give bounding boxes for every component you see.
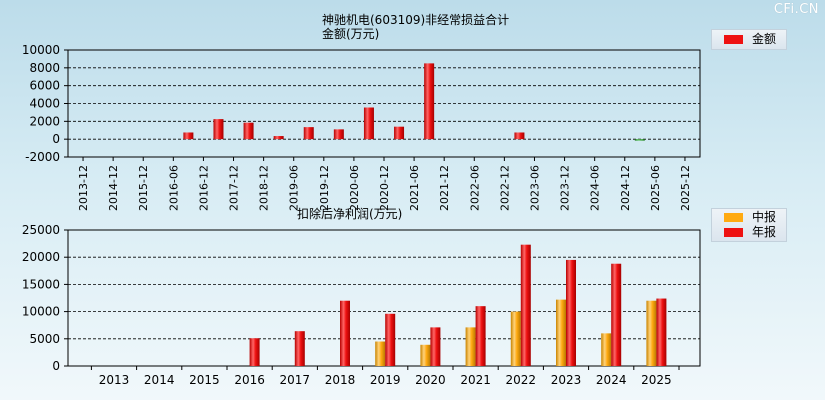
chart2-bar-interim <box>420 344 431 366</box>
chart2-xtick-label: 2015 <box>189 373 220 387</box>
chart2-bar-annual <box>656 298 667 366</box>
chart1-xtick-label: 2025-12 <box>679 165 692 211</box>
chart1-xtick-label: 2016-12 <box>197 165 210 211</box>
chart1-xtick-label: 2019-12 <box>318 165 331 211</box>
legend-label-interim: 中报 <box>752 210 777 224</box>
chart1-xtick-label: 2022-06 <box>468 165 481 211</box>
chart1-ytick-label: 8000 <box>29 61 60 75</box>
chart1-subtitle: 金额(万元) <box>322 27 380 41</box>
chart1-bar <box>333 129 344 140</box>
chart2-bar-annual <box>340 300 350 366</box>
chart2-bar-annual <box>566 259 576 366</box>
legend-item-amount: 金额 <box>712 32 786 47</box>
chart1-xtick-label: 2022-12 <box>498 165 511 211</box>
chart1-bar <box>183 132 194 140</box>
chart1-xtick-label: 2025-06 <box>649 165 662 211</box>
chart1-xtick-label: 2023-06 <box>528 165 541 211</box>
legend-label-annual: 年报 <box>752 225 777 239</box>
chart2-bar-annual <box>430 327 441 366</box>
chart2-title: 扣除后净利润(万元) <box>297 207 403 221</box>
chart2-bar-annual <box>294 331 305 366</box>
legend-item-interim: 中报 <box>712 210 786 225</box>
chart1-bar <box>213 119 224 140</box>
chart2-xtick-label: 2022 <box>506 373 537 387</box>
chart1-ytick-label: -2000 <box>25 150 60 164</box>
chart2-xtick-label: 2021 <box>460 373 491 387</box>
chart2-bar-annual <box>475 306 486 366</box>
chart2-bar-interim <box>601 333 612 366</box>
chart1-xtick-label: 2018-12 <box>258 165 271 211</box>
chart1-bar <box>634 139 645 141</box>
chart2-plot: 0 5000 10000 15000 20000 25000 2013 2014 2015 201… <box>22 223 701 387</box>
chart2-bar-annual <box>385 313 396 366</box>
chart1-xtick-label: 2021-12 <box>438 165 451 211</box>
chart2-bar-annual <box>249 338 260 366</box>
chart2-xtick-label: 2014 <box>144 373 175 387</box>
legend-swatch-red <box>724 35 743 44</box>
chart2-xtick-label: 2023 <box>551 373 582 387</box>
watermark: CFi.CN <box>773 2 819 17</box>
chart2-xtick-label: 2019 <box>370 373 401 387</box>
chart1-ytick-label: 0 <box>52 132 60 146</box>
chart1-legend: 金额 <box>711 29 787 50</box>
chart2-bar-interim <box>375 341 386 366</box>
legend-swatch-red-2 <box>724 228 743 237</box>
chart1-bar <box>273 136 284 140</box>
chart1-xtick-label: 2013-12 <box>77 165 90 211</box>
chart1-bar <box>514 132 525 140</box>
chart2-legend: 中报 年报 <box>711 208 787 242</box>
chart1-bar <box>363 107 374 140</box>
chart1-bar <box>243 122 254 140</box>
chart2-xtick-label: 2016 <box>234 373 265 387</box>
chart2-xtick-label: 2025 <box>641 373 672 387</box>
chart2-bar-interim <box>646 300 657 366</box>
chart1-ytick-label: 10000 <box>22 43 60 57</box>
chart1-bar <box>424 63 435 140</box>
chart1-xtick-label: 2020-06 <box>348 165 361 211</box>
chart1-ytick-label: 4000 <box>29 97 60 111</box>
chart1-xtick-label: 2015-12 <box>137 165 150 211</box>
chart2-ytick-label: 5000 <box>29 332 60 346</box>
chart1-xtick-label: 2023-12 <box>559 165 572 211</box>
chart1-bar <box>394 126 405 140</box>
legend-swatch-orange <box>724 213 743 222</box>
chart2-xtick-label: 2024 <box>596 373 627 387</box>
chart2-ytick-label: 15000 <box>22 277 60 291</box>
chart2-ytick-label: 0 <box>52 359 60 373</box>
chart2-ytick-label: 20000 <box>22 250 60 264</box>
chart1-xtick-label: 2016-06 <box>167 165 180 211</box>
chart2-bar-annual <box>611 263 622 366</box>
chart2-ytick-label: 10000 <box>22 305 60 319</box>
chart1-xtick-label: 2024-06 <box>589 165 602 211</box>
chart1-plot: -2000 0 2000 4000 6000 8000 10000 2013-12 2014-1… <box>22 43 701 211</box>
chart1-xtick-label: 2021-06 <box>408 165 421 211</box>
legend-label-amount: 金额 <box>752 32 777 46</box>
chart2-xtick-label: 2013 <box>99 373 130 387</box>
chart1-xtick-label: 2017-12 <box>228 165 241 211</box>
chart1-xtick-label: 2014-12 <box>107 165 120 211</box>
chart2-bar-annual <box>520 244 531 366</box>
chart1-title: 神驰机电(603109)非经常损益合计 <box>322 13 510 27</box>
chart2-xtick-label: 2018 <box>325 373 356 387</box>
chart2-bar-interim <box>556 299 566 366</box>
chart2-bar-interim <box>465 327 476 366</box>
chart2-xtick-label: 2020 <box>415 373 446 387</box>
chart1-xtick-label: 2019-06 <box>288 165 301 211</box>
chart1-xtick-label: 2024-12 <box>619 165 632 211</box>
chart2-bar-interim <box>510 311 521 366</box>
chart1-ytick-label: 6000 <box>29 79 60 93</box>
chart2-xtick-label: 2017 <box>280 373 311 387</box>
chart1-bar <box>303 127 314 140</box>
chart1-xtick-label: 2020-12 <box>378 165 391 211</box>
chart1-ytick-label: 2000 <box>29 114 60 128</box>
chart2-ytick-label: 25000 <box>22 223 60 237</box>
legend-item-annual: 年报 <box>712 225 786 240</box>
